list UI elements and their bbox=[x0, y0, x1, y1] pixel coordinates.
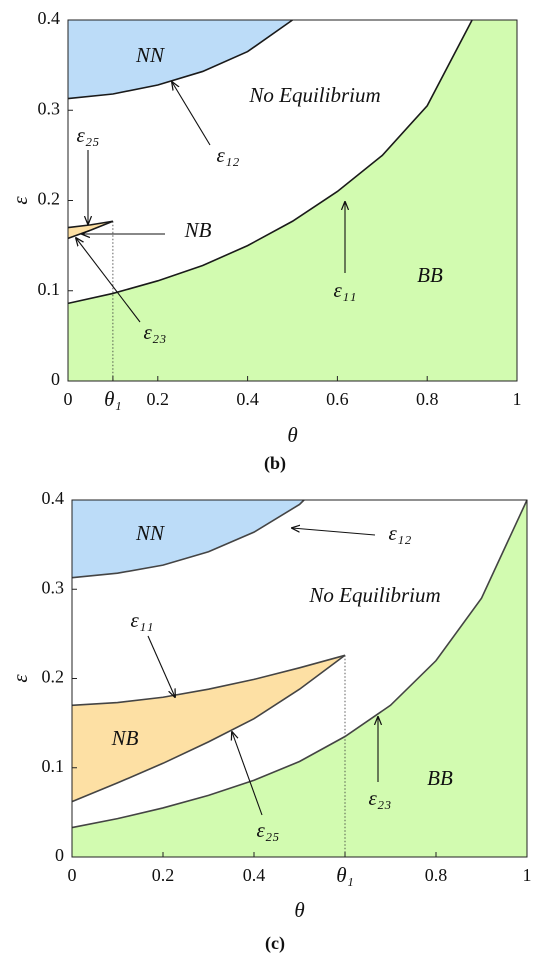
boundary-curve bbox=[71, 654, 346, 707]
region-label: BB bbox=[417, 263, 443, 287]
curve-label: ε₂₅ bbox=[77, 123, 100, 147]
arrow bbox=[172, 82, 211, 146]
region-label: NB bbox=[111, 726, 139, 750]
x-tick-label: 0.6 bbox=[326, 389, 349, 409]
arrow bbox=[292, 528, 376, 536]
boundary-curve bbox=[67, 19, 473, 305]
y-tick-label: 0.4 bbox=[42, 488, 65, 508]
curve-label: ε₁₁ bbox=[334, 278, 357, 302]
region-label: NN bbox=[135, 43, 165, 67]
curve-label: ε₂₃ bbox=[144, 320, 167, 344]
x-tick-label: 0.8 bbox=[425, 865, 448, 885]
boundary-curve bbox=[67, 220, 114, 240]
region-nn bbox=[72, 500, 305, 578]
arrow bbox=[147, 635, 175, 697]
curve-label: ε₁₂ bbox=[389, 521, 412, 545]
x-tick-label: 0.2 bbox=[152, 865, 175, 885]
y-tick-label: 0.4 bbox=[38, 8, 61, 28]
x-tick-label: 0.4 bbox=[236, 389, 259, 409]
region-label: NB bbox=[184, 218, 212, 242]
x-tick-label: 1 bbox=[523, 865, 532, 885]
region-label: NN bbox=[135, 521, 165, 545]
region-nb bbox=[72, 655, 345, 802]
x-tick-label: 1 bbox=[513, 389, 522, 409]
x-axis-label: θ bbox=[294, 898, 304, 922]
y-axis-label: ε bbox=[8, 674, 32, 683]
x-tick-label: 0.8 bbox=[416, 389, 439, 409]
x-tick-label: 0.2 bbox=[147, 389, 170, 409]
y-tick-label: 0.3 bbox=[38, 98, 61, 118]
y-tick-label: 0.3 bbox=[42, 577, 65, 597]
caption: (b) bbox=[264, 453, 286, 474]
x-tick-label: 0 bbox=[64, 389, 73, 409]
x-tick-label: 0.4 bbox=[243, 865, 266, 885]
y-tick-label: 0.1 bbox=[38, 279, 61, 299]
y-axis-label: ε bbox=[8, 196, 32, 205]
curve-label: ε₁₂ bbox=[217, 143, 240, 167]
boundary-curve bbox=[67, 19, 293, 100]
y-tick-label: 0.1 bbox=[42, 756, 65, 776]
annotation: No Equilibrium bbox=[308, 583, 440, 607]
arrow bbox=[76, 238, 141, 323]
y-tick-label: 0.2 bbox=[38, 189, 61, 209]
y-tick-label: 0 bbox=[51, 369, 60, 389]
region-bb bbox=[72, 500, 527, 857]
caption: (c) bbox=[265, 933, 285, 954]
x-tick-label: 0 bbox=[68, 865, 77, 885]
y-tick-label: 0.2 bbox=[42, 667, 65, 687]
region-label: BB bbox=[427, 766, 453, 790]
curve-label: ε₂₅ bbox=[257, 818, 280, 842]
y-tick-label: 0 bbox=[55, 845, 64, 865]
annotation: No Equilibrium bbox=[248, 83, 380, 107]
curve-label: ε₁₁ bbox=[131, 608, 154, 632]
region-bb bbox=[68, 20, 517, 381]
boundary-curve bbox=[71, 499, 305, 579]
region-nn bbox=[68, 20, 293, 99]
x-axis-label: θ bbox=[287, 423, 297, 447]
x-tick-label: θ₁ bbox=[104, 387, 122, 411]
arrow bbox=[232, 732, 263, 816]
boundary-curve bbox=[71, 499, 528, 829]
curve-label: ε₂₃ bbox=[369, 786, 392, 810]
boundary-curve bbox=[71, 654, 346, 803]
x-tick-label: θ₁ bbox=[336, 863, 354, 887]
